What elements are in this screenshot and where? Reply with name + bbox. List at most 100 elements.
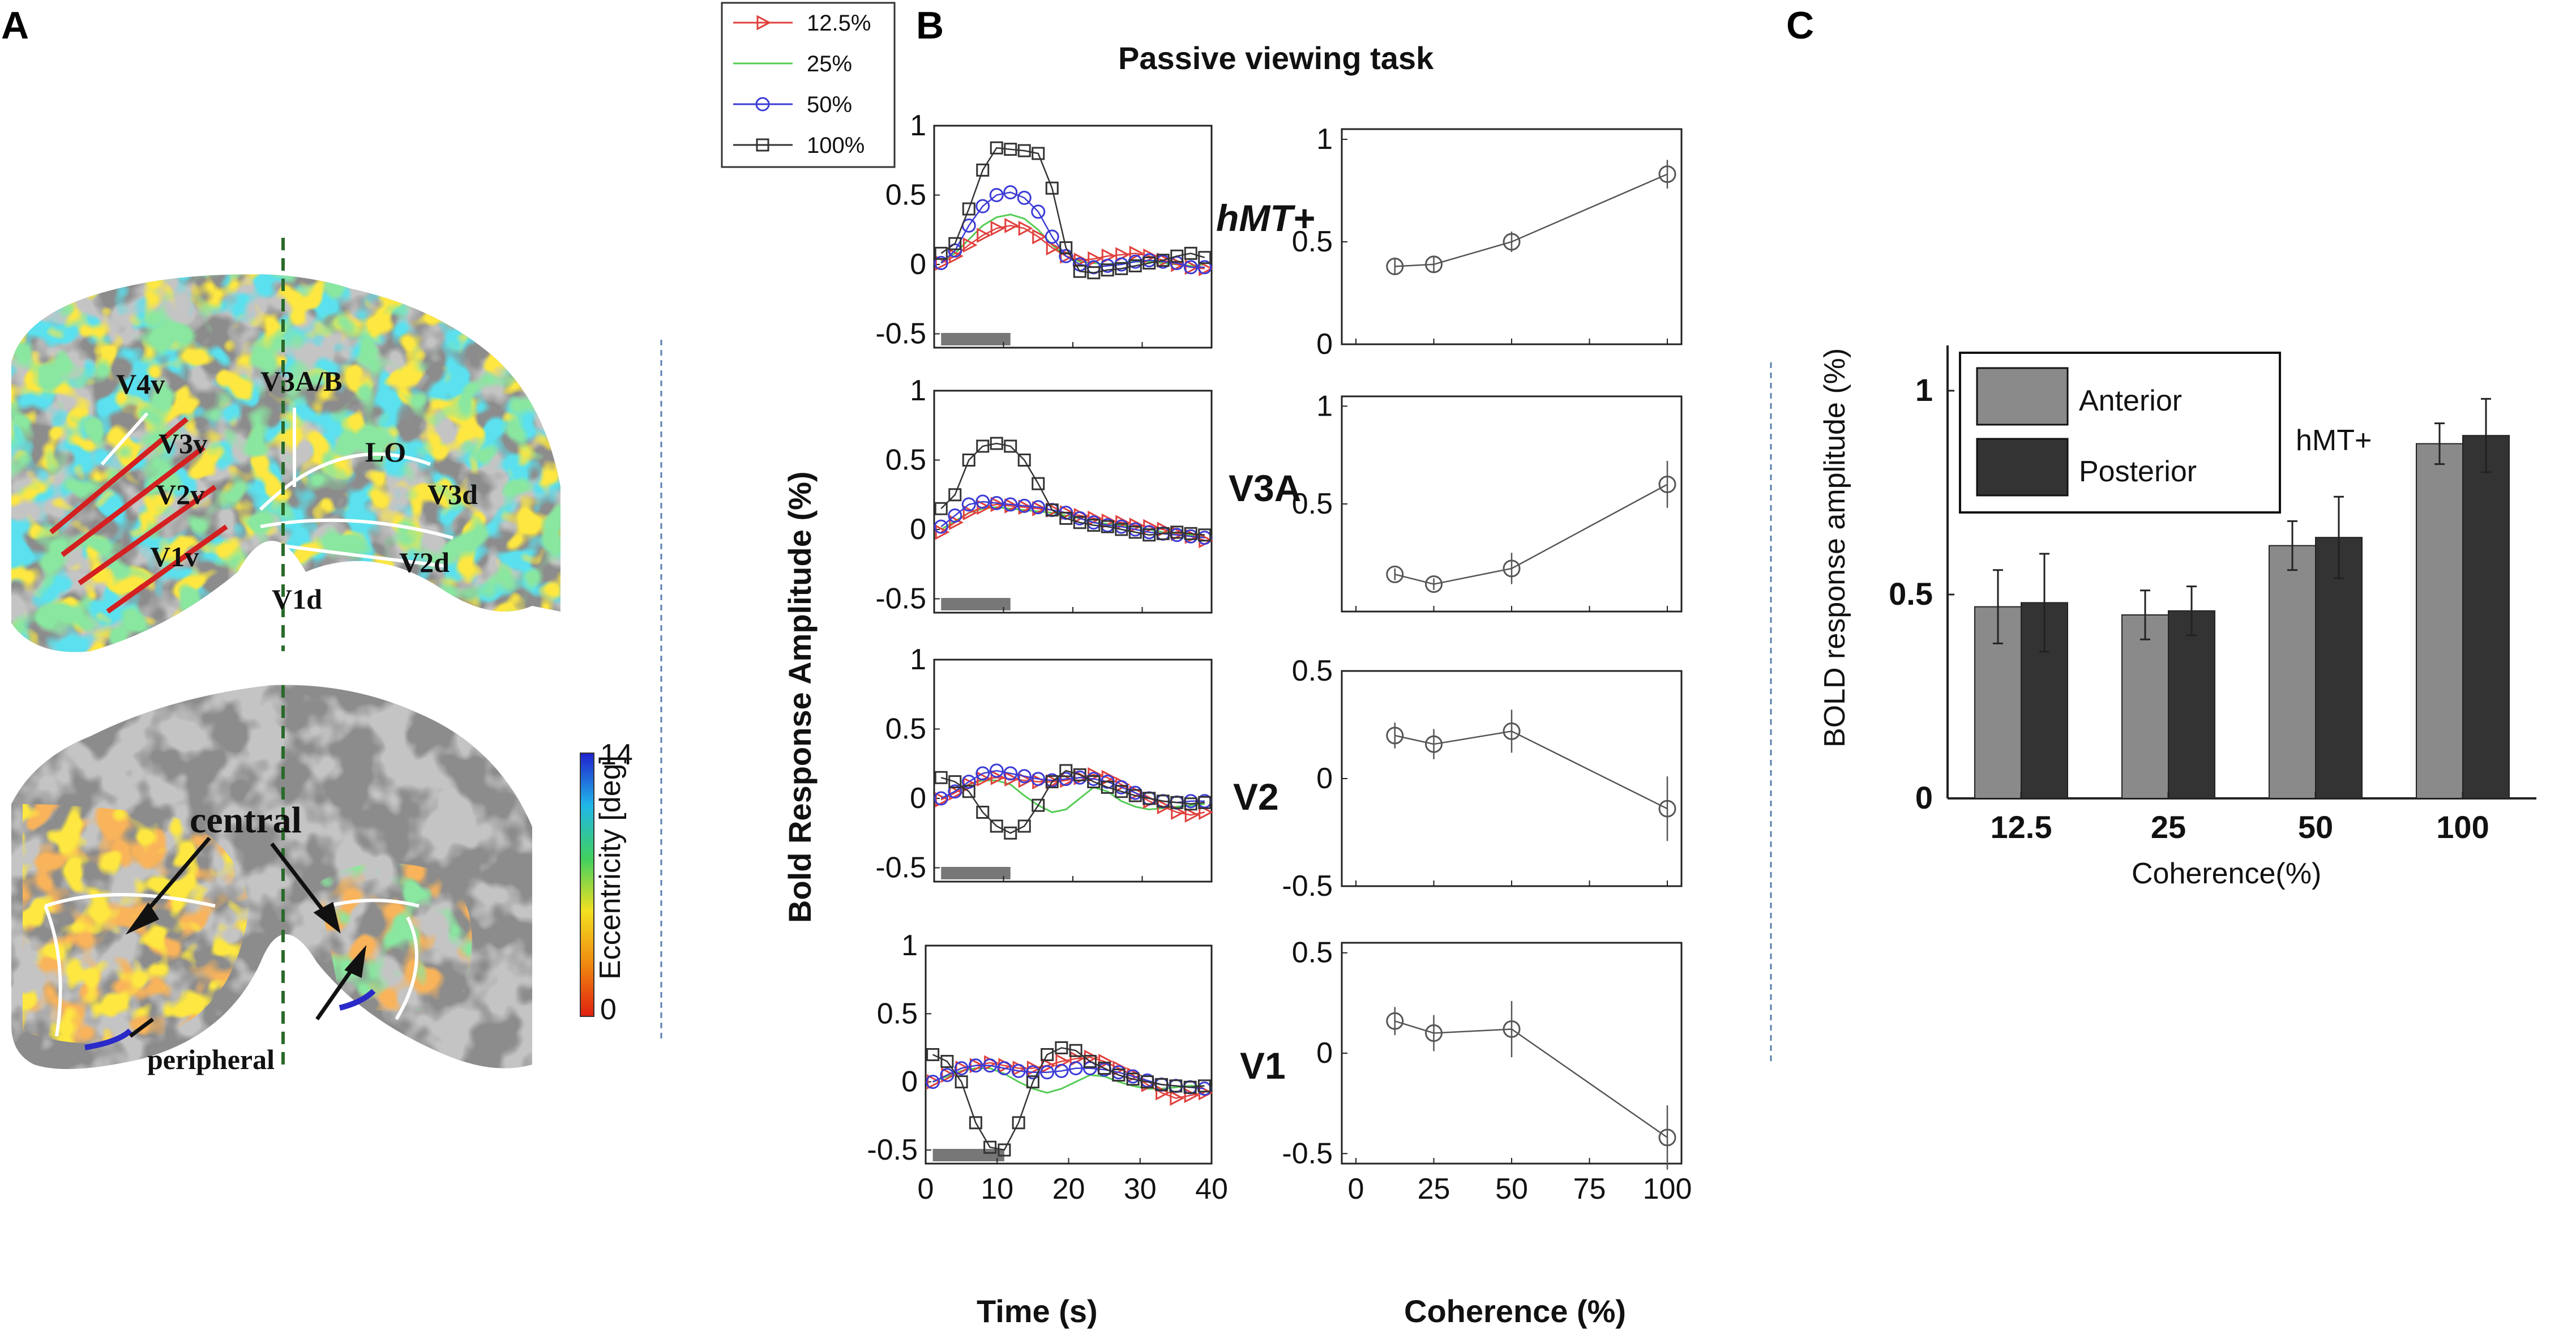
area-label-v2v: V2v xyxy=(156,478,204,510)
bar-x-tick-label: 25 xyxy=(2151,809,2186,845)
data-point-100% xyxy=(1026,1075,1039,1089)
data-point-12.5% xyxy=(1004,498,1019,514)
x-tick-label: 0 xyxy=(918,1173,934,1206)
bar-x-tick-label: 12.5 xyxy=(1991,809,2052,845)
bar-y-tick-label: 1 xyxy=(1915,372,1933,408)
coherence-point xyxy=(1658,475,1676,493)
data-point-50% xyxy=(1011,1063,1026,1078)
y-tick-label: 0 xyxy=(910,782,926,815)
bar-y-tick-label: 0.5 xyxy=(1889,576,1933,612)
data-point-50% xyxy=(948,508,962,523)
data-point-100% xyxy=(1017,454,1031,467)
y-tick-label: 0 xyxy=(910,248,926,281)
data-point-100% xyxy=(934,502,948,515)
data-point-50% xyxy=(997,1061,1012,1076)
data-point-100% xyxy=(1059,241,1073,255)
data-point-12.5% xyxy=(1199,805,1213,820)
area-label-v1d: V1d xyxy=(272,583,322,615)
data-point-100% xyxy=(1045,775,1059,789)
label-central: central xyxy=(190,800,302,841)
series-line-12.5% xyxy=(940,225,1205,270)
y-tick-label: 1 xyxy=(910,374,926,407)
bar-legend-label: Posterior xyxy=(2079,455,2197,488)
data-point-50% xyxy=(983,1058,998,1073)
coherence-plot-0: 00.51 xyxy=(1292,123,1683,361)
data-point-100% xyxy=(1128,259,1142,272)
bar-legend-swatch xyxy=(1976,438,2069,497)
data-point-100% xyxy=(1183,1080,1197,1094)
area-label-v2d: V2d xyxy=(399,546,450,578)
data-point-12.5% xyxy=(1184,807,1200,823)
data-point-50% xyxy=(934,256,948,271)
coherence-plot-2: -0.5 0 0.5 xyxy=(1282,655,1683,903)
data-point-100% xyxy=(962,454,975,467)
coherence-line xyxy=(1394,730,1668,810)
panel-b-ylabel: Bold Response Amplitude (%) xyxy=(782,471,818,923)
data-point-100% xyxy=(926,1048,940,1061)
data-point-100% xyxy=(1169,1079,1183,1093)
data-point-100% xyxy=(1155,1078,1169,1091)
coherence-plot-3: -0.5 0 0.5 0 25 50 75 100 xyxy=(1282,937,1692,1206)
y-tick-label: 0 xyxy=(910,513,926,546)
series-line-100% xyxy=(940,442,1205,536)
coherence-point xyxy=(1503,722,1521,740)
y-tick-label: -0.5 xyxy=(1282,1137,1333,1170)
data-point-12.5% xyxy=(1004,771,1019,787)
bar-legend: Anterior Posterior xyxy=(1959,352,2281,514)
data-point-100% xyxy=(1087,775,1101,789)
data-point-100% xyxy=(1128,525,1142,539)
series-line-100% xyxy=(940,147,1205,273)
colorbar-min: 0 xyxy=(600,993,617,1026)
data-point-50% xyxy=(1003,766,1018,781)
data-point-50% xyxy=(1183,260,1198,275)
data-point-50% xyxy=(1059,772,1073,786)
data-point-50% xyxy=(940,1068,955,1083)
bar-title: hMT+ xyxy=(2296,424,2372,457)
data-point-100% xyxy=(1115,785,1128,798)
coherence-point xyxy=(1658,1128,1676,1147)
data-point-50% xyxy=(1003,185,1018,200)
data-point-100% xyxy=(1115,262,1128,275)
y-tick-label: 0.5 xyxy=(885,713,926,746)
data-point-100% xyxy=(1115,523,1128,536)
data-point-50% xyxy=(1017,190,1032,205)
legend-marker xyxy=(756,15,772,31)
data-point-100% xyxy=(948,237,962,250)
data-point-100% xyxy=(1083,1055,1097,1068)
y-tick-label: 0 xyxy=(1316,328,1333,361)
coherence-line xyxy=(1394,173,1668,267)
y-tick-label: 0.5 xyxy=(885,179,926,212)
data-point-12.5% xyxy=(990,497,1005,512)
y-tick-label: 1 xyxy=(910,109,926,142)
data-point-100% xyxy=(948,775,962,789)
data-point-50% xyxy=(926,1075,940,1089)
legend-marker xyxy=(756,138,769,152)
data-point-100% xyxy=(1156,527,1170,540)
data-point-100% xyxy=(969,1116,982,1130)
data-point-100% xyxy=(1045,503,1059,517)
area-label-v3ab: V3A/B xyxy=(260,365,342,397)
panel-label-c: C xyxy=(1786,4,1814,47)
data-point-100% xyxy=(962,785,975,798)
y-tick-label: 0.5 xyxy=(1292,937,1333,969)
data-point-100% xyxy=(1017,144,1031,157)
coherence-point xyxy=(1658,800,1676,818)
coherence-point xyxy=(1425,575,1443,593)
area-label-v3v: V3v xyxy=(159,428,207,459)
panel-b-xlabel-time: Time (s) xyxy=(977,1293,1098,1329)
data-point-100% xyxy=(1032,147,1045,160)
data-point-12.5% xyxy=(949,515,964,531)
data-point-100% xyxy=(1156,794,1170,808)
y-tick-label: -0.5 xyxy=(875,852,926,884)
bar-posterior xyxy=(2462,435,2510,799)
data-point-12.5% xyxy=(935,792,950,807)
data-point-100% xyxy=(1101,520,1114,533)
x-tick-label: 100 xyxy=(1643,1173,1692,1206)
data-point-12.5% xyxy=(1199,260,1213,276)
data-point-100% xyxy=(962,202,975,216)
bar-anterior xyxy=(2121,614,2169,799)
time-plot-0: -0.5 0 0.5 1 xyxy=(875,109,1213,350)
y-tick-label: 0 xyxy=(1316,762,1333,795)
region-label-hmt: hMT+ xyxy=(1216,197,1315,239)
